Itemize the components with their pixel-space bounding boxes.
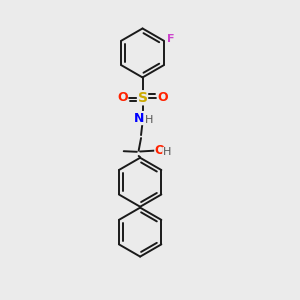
Text: H: H bbox=[145, 115, 153, 125]
Text: O: O bbox=[155, 144, 166, 157]
Text: H: H bbox=[163, 147, 171, 158]
Text: N: N bbox=[134, 112, 145, 124]
Text: O: O bbox=[117, 91, 128, 104]
Text: O: O bbox=[158, 91, 168, 104]
Text: S: S bbox=[137, 91, 148, 105]
Text: F: F bbox=[167, 34, 174, 44]
